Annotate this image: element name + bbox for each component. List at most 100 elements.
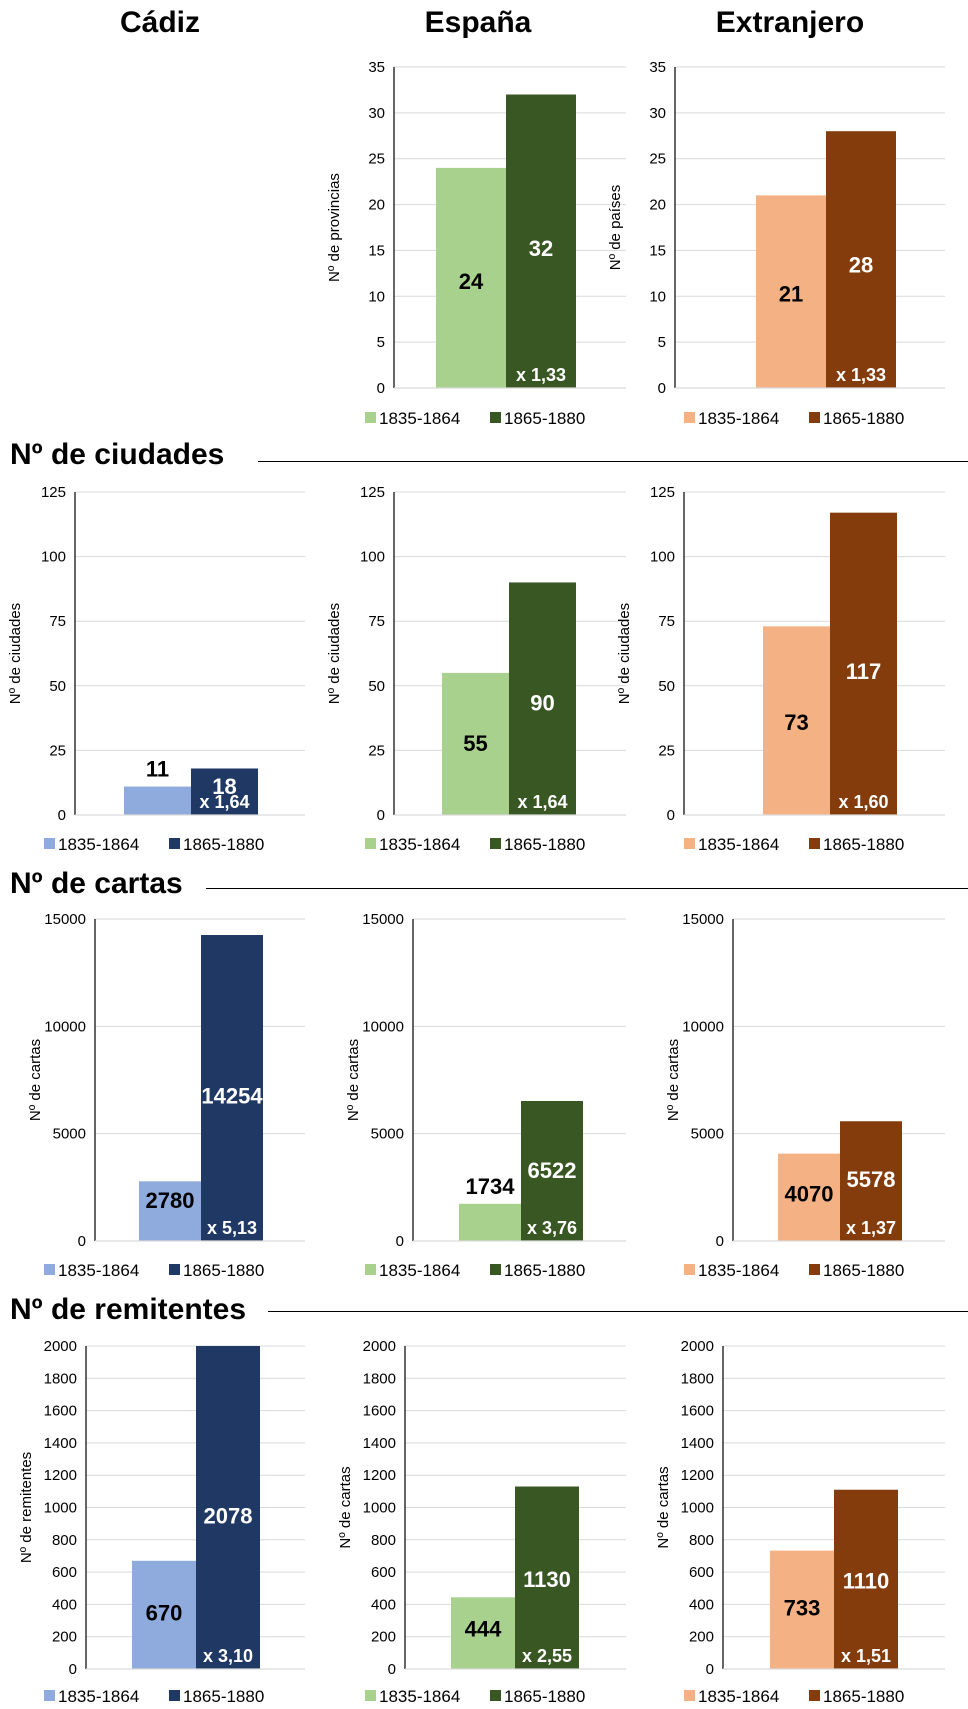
chart-provincias-espana: 0 5 10 15 20 25 30 35 Nº de provincias 24 32 x 1,33… [326, 59, 626, 428]
y-tick-label: 2000 [363, 1338, 396, 1355]
y-tick-label: 600 [52, 1564, 77, 1581]
ratio-label: x 2,55 [522, 1646, 572, 1666]
y-tick-label: 0 [716, 1233, 724, 1250]
y-axis-label: Nº de cartas [665, 1039, 682, 1121]
y-tick-label: 600 [371, 1564, 396, 1581]
chart-ciudades-cadiz: 0 25 50 75 100 125 Nº de ciudades 11 18x 1,64 183… [7, 484, 305, 854]
y-tick-label: 5 [658, 334, 666, 351]
section-rule-remitentes [268, 1311, 968, 1312]
y-tick-label: 25 [368, 742, 385, 759]
y-tick-label: 125 [41, 484, 66, 501]
legend-swatch [490, 412, 501, 423]
y-tick-label: 0 [69, 1661, 77, 1678]
chart-cartas-espana: 0 5000 10000 15000 Nº de cartas 1734 6522 x 3,7… [345, 911, 626, 1280]
legend-swatch [809, 838, 820, 849]
data-label: 18 [212, 774, 236, 799]
y-tick-label: 0 [377, 380, 385, 397]
bar-1865-1880 [191, 768, 258, 815]
y-tick-label: 75 [658, 613, 675, 630]
y-tick-label: 50 [49, 678, 66, 695]
data-label: 1734 [466, 1174, 516, 1199]
y-tick-label: 200 [689, 1629, 714, 1646]
y-tick-label: 1800 [363, 1370, 396, 1387]
bar-1865-1880 [834, 1489, 898, 1669]
legend-label: 1865-1880 [823, 835, 904, 854]
section-title-cartas: Nº de cartas [10, 867, 183, 900]
legend-label: 1865-1880 [504, 1261, 585, 1280]
legend-label: 1865-1880 [823, 1261, 904, 1280]
bar-1835-1864 [459, 1203, 521, 1241]
legend-swatch [684, 412, 695, 423]
y-tick-label: 0 [658, 380, 666, 397]
data-label: 55 [463, 731, 487, 756]
chart-remitentes-cadiz: 0 200 400 600 800 1000 1200 1400 1600 1800 2000 Nº … [18, 1338, 305, 1706]
y-tick-label: 15000 [44, 911, 86, 928]
legend-label: 1865-1880 [183, 1687, 264, 1706]
y-tick-label: 0 [78, 1233, 86, 1250]
data-label: 733 [784, 1596, 821, 1621]
y-tick-label: 25 [649, 151, 666, 168]
y-axis-label: Nº de cartas [345, 1039, 362, 1121]
y-tick-label: 1800 [681, 1370, 714, 1387]
y-tick-label: 10000 [362, 1018, 404, 1035]
data-label: 1130 [523, 1567, 571, 1592]
bar-1835-1864 [132, 1560, 196, 1669]
y-tick-label: 1200 [363, 1467, 396, 1484]
y-tick-label: 15000 [362, 911, 404, 928]
data-label: 444 [465, 1617, 502, 1642]
legend-label: 1835-1864 [698, 409, 779, 428]
y-tick-label: 125 [360, 484, 385, 501]
y-axis-label: Nº de cartas [655, 1466, 672, 1548]
legend-label: 1835-1864 [379, 409, 460, 428]
legend-swatch [44, 1264, 55, 1275]
y-tick-label: 1200 [44, 1467, 77, 1484]
data-label: 1110 [843, 1568, 890, 1593]
y-tick-label: 5000 [691, 1126, 724, 1143]
y-axis-label: Nº de cartas [27, 1039, 44, 1121]
y-tick-label: 100 [650, 549, 675, 566]
data-label: 4070 [785, 1182, 834, 1207]
y-tick-label: 2000 [681, 1338, 714, 1355]
y-tick-label: 600 [689, 1564, 714, 1581]
y-axis-label: Nº de provincias [326, 173, 343, 282]
ratio-label: x 1,60 [838, 792, 888, 812]
data-label: 24 [459, 269, 484, 294]
section-rule-cartas [206, 888, 968, 889]
chart-ciudades-espana: 0 25 50 75 100 125 Nº de ciudades 55 90 x 1,64 183… [326, 484, 626, 854]
ratio-label: x 1,33 [836, 365, 886, 385]
y-tick-label: 5 [377, 334, 385, 351]
y-tick-label: 1000 [363, 1500, 396, 1517]
y-tick-label: 15 [368, 242, 385, 259]
ratio-label: x 1,64 [199, 792, 249, 812]
bar-1865-1880 [201, 935, 263, 1241]
y-tick-label: 30 [368, 105, 385, 122]
y-tick-label: 15000 [682, 911, 724, 928]
y-tick-label: 400 [689, 1596, 714, 1613]
y-tick-label: 0 [396, 1233, 404, 1250]
data-label: 73 [784, 710, 808, 735]
y-tick-label: 0 [667, 807, 675, 824]
legend-label: 1865-1880 [823, 1687, 904, 1706]
y-tick-label: 0 [377, 807, 385, 824]
y-tick-label: 1400 [681, 1435, 714, 1452]
data-label: 11 [146, 757, 169, 782]
chart-remitentes-extranjero: 0 200 400 600 800 1000 1200 1400 1600 1800 2000 Nº … [655, 1338, 945, 1706]
legend-swatch [684, 838, 695, 849]
y-tick-label: 1800 [44, 1370, 77, 1387]
legend-label: 1835-1864 [379, 1261, 460, 1280]
legend-label: 1865-1880 [504, 409, 585, 428]
y-tick-label: 2000 [44, 1338, 77, 1355]
y-tick-label: 1400 [363, 1435, 396, 1452]
y-tick-label: 50 [658, 678, 675, 695]
bar-1865-1880 [509, 582, 576, 815]
y-axis-label: Nº de ciudades [326, 603, 343, 704]
legend-label: 1835-1864 [379, 1687, 460, 1706]
data-label: 32 [529, 236, 553, 261]
y-tick-label: 800 [689, 1532, 714, 1549]
legend-swatch [809, 412, 820, 423]
y-tick-label: 5000 [53, 1126, 86, 1143]
y-tick-label: 200 [52, 1629, 77, 1646]
y-tick-label: 10000 [44, 1018, 86, 1035]
data-label: 14254 [201, 1083, 263, 1108]
